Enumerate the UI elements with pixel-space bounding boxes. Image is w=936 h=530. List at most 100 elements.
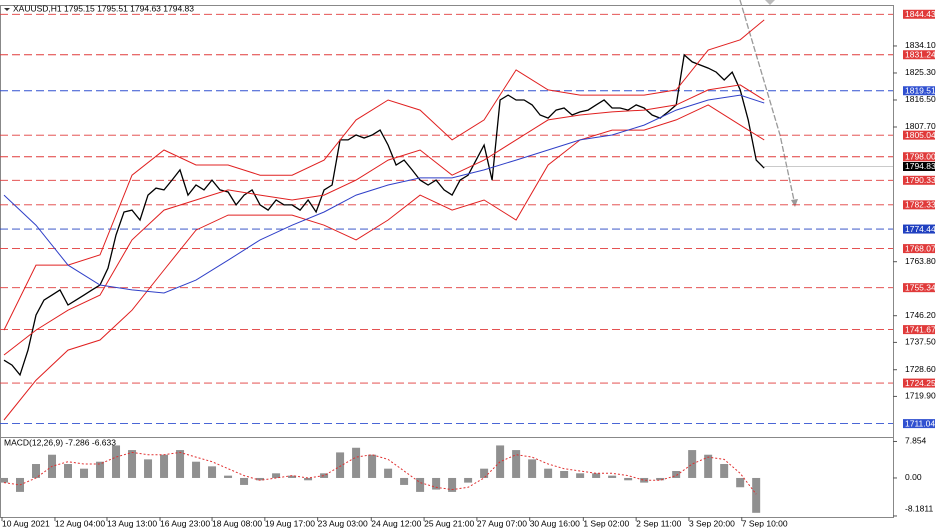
- histogram-bar: [192, 461, 201, 478]
- series-line: [3, 53, 765, 377]
- series-line: [3, 19, 765, 331]
- series-line: [3, 84, 765, 356]
- histogram-bar: [224, 475, 233, 478]
- histogram-bar: [288, 475, 297, 478]
- histogram-bar: [560, 470, 569, 478]
- y-tick-label: 1719.90: [905, 391, 936, 401]
- series-line: [3, 451, 757, 495]
- histogram-bar: [272, 473, 281, 478]
- level-label: 1755.34: [905, 282, 936, 292]
- level-label: 1782.33: [905, 200, 936, 210]
- histogram-bar: [128, 450, 137, 478]
- level-box: [903, 152, 935, 162]
- histogram-bar: [80, 468, 89, 478]
- histogram-bar: [432, 477, 441, 490]
- level-label: 1768.07: [905, 243, 936, 253]
- shift-marker: [765, 0, 775, 5]
- y-tick-label: 1728.60: [905, 364, 936, 374]
- histogram-bar: [416, 477, 425, 492]
- level-label: 1724.25: [905, 378, 936, 388]
- histogram-bar: [368, 454, 377, 478]
- x-tick-label: 7 Sep 10:00: [742, 518, 788, 528]
- histogram-bar: [640, 477, 649, 483]
- histogram-bar: [592, 473, 601, 478]
- y-tick-label: 0.00: [905, 472, 922, 482]
- level-box: [903, 86, 935, 96]
- x-tick-label: 19 Aug 17:00: [265, 518, 315, 528]
- histogram-bar: [576, 473, 585, 478]
- y-tick-label: 1737.50: [905, 337, 936, 347]
- y-tick-label: 1807.70: [905, 121, 936, 131]
- chart-title: XAUUSD,H1 1795.15 1795.51 1794.63 1794.8…: [13, 3, 194, 13]
- histogram-bar: [384, 468, 393, 478]
- y-tick-label: 1746.20: [905, 310, 936, 320]
- current-price-box: [903, 161, 935, 171]
- histogram-bar: [112, 445, 121, 478]
- histogram-bar: [480, 468, 489, 478]
- x-tick-label: 27 Aug 07:00: [477, 518, 527, 528]
- level-label: 1741.67: [905, 324, 936, 334]
- histogram-bar: [720, 464, 729, 478]
- histogram-bar: [752, 477, 761, 513]
- level-label: 1774.44: [905, 224, 936, 234]
- level-box: [903, 283, 935, 293]
- histogram-bar: [96, 461, 105, 478]
- level-box: [903, 378, 935, 388]
- x-tick-label: 1 Sep 02:00: [583, 518, 629, 528]
- x-tick-label: 12 Aug 04:00: [55, 518, 105, 528]
- x-tick-label: 16 Aug 23:00: [160, 518, 210, 528]
- y-tick-label: 1763.80: [905, 256, 936, 266]
- histogram-bar: [160, 454, 169, 478]
- level-box: [903, 9, 935, 19]
- histogram-bar: [464, 477, 473, 483]
- level-box: [903, 130, 935, 140]
- y-tick-label: 7.854: [905, 436, 927, 446]
- indicator-title: MACD(12,26,9) -7.286 -6.633: [4, 437, 116, 447]
- x-tick-label: 2 Sep 11:00: [636, 518, 681, 528]
- level-box: [903, 175, 935, 185]
- level-label: 1831.24: [905, 49, 936, 59]
- level-label: 1844.43: [905, 9, 936, 19]
- histogram-bar: [352, 447, 361, 478]
- y-tick-label: -8.1811: [905, 503, 933, 513]
- level-label: 1805.04: [905, 130, 936, 140]
- series-line: [3, 94, 765, 294]
- histogram-bar: [64, 464, 73, 478]
- level-box: [903, 224, 935, 234]
- level-label: 1790.33: [905, 175, 936, 185]
- level-box: [903, 419, 935, 429]
- histogram-bar: [656, 477, 665, 481]
- menu-triangle: [4, 8, 10, 11]
- histogram-bar: [304, 477, 313, 481]
- x-tick-label: 3 Sep 20:00: [689, 518, 735, 528]
- x-tick-label: 23 Aug 03:00: [318, 518, 368, 528]
- level-label: 1798.00: [905, 152, 936, 162]
- histogram-bar: [736, 477, 745, 488]
- x-tick-label: 10 Aug 2021: [2, 518, 50, 528]
- histogram-bar: [0, 477, 9, 483]
- current-price-label: 1794.83: [905, 161, 936, 171]
- histogram-bar: [688, 450, 697, 478]
- y-tick-label: 1816.50: [905, 94, 936, 104]
- histogram-bar: [176, 450, 185, 478]
- histogram-bar: [320, 473, 329, 478]
- histogram-bar: [528, 459, 537, 478]
- histogram-bar: [32, 464, 41, 478]
- x-tick-label: 13 Aug 13:00: [107, 518, 157, 528]
- x-tick-label: 25 Aug 21:00: [424, 518, 474, 528]
- y-tick-label: 1834.10: [905, 40, 936, 50]
- level-label: 1711.04: [905, 418, 935, 428]
- arrow-head: [791, 199, 798, 207]
- histogram-bar: [144, 459, 153, 478]
- histogram-bar: [240, 477, 249, 485]
- histogram-bar: [544, 468, 553, 478]
- histogram-bar: [624, 477, 633, 481]
- x-tick-label: 18 Aug 08:00: [212, 518, 262, 528]
- histogram-bar: [208, 466, 217, 478]
- histogram-bar: [336, 452, 345, 478]
- histogram-bar: [704, 454, 713, 478]
- y-tick-label: 1825.30: [905, 67, 936, 77]
- x-tick-label: 30 Aug 16:00: [530, 518, 580, 528]
